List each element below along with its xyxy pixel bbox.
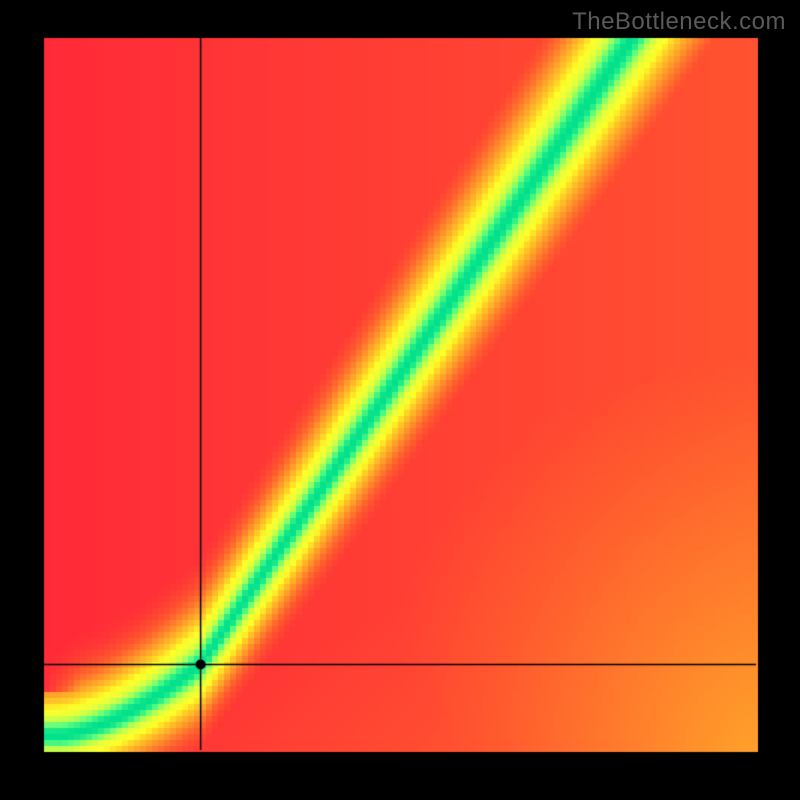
bottleneck-heatmap (0, 0, 800, 800)
watermark-text: TheBottleneck.com (572, 8, 786, 36)
